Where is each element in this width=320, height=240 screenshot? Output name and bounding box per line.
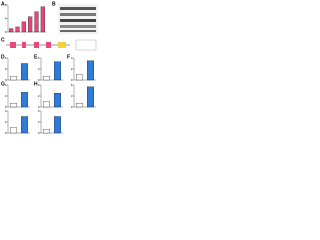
bar bbox=[21, 63, 28, 81]
bar bbox=[76, 74, 83, 81]
panel-label: D bbox=[1, 54, 5, 60]
bar bbox=[28, 16, 33, 33]
bar bbox=[43, 101, 50, 108]
bar bbox=[76, 103, 83, 108]
bar bbox=[10, 103, 17, 108]
y-tick-label: 0 bbox=[5, 30, 7, 34]
y-tick-label: 6 bbox=[5, 56, 7, 60]
bar bbox=[87, 60, 94, 81]
panel-label: C bbox=[1, 37, 5, 43]
exon bbox=[34, 42, 39, 48]
y-tick-label: 0 bbox=[38, 105, 40, 109]
y-tick-label: 4 bbox=[5, 109, 7, 113]
bar bbox=[54, 61, 61, 81]
reporter bbox=[58, 42, 66, 48]
blot-band bbox=[60, 30, 96, 32]
bar bbox=[10, 76, 17, 81]
y-tick-label: 6 bbox=[71, 83, 73, 87]
bar bbox=[34, 11, 39, 33]
bar bbox=[54, 116, 61, 134]
bar bbox=[54, 93, 61, 108]
y-tick-label: 6 bbox=[38, 109, 40, 113]
exon bbox=[46, 42, 51, 48]
bar bbox=[43, 76, 50, 81]
bar bbox=[9, 28, 14, 33]
panel-label: A bbox=[1, 1, 5, 7]
y-tick-label: 6 bbox=[38, 56, 40, 60]
panel-label: F bbox=[67, 54, 70, 60]
blot-band bbox=[60, 25, 96, 28]
y-tick-label: 2 bbox=[38, 94, 40, 98]
y-tick-label: 3 bbox=[5, 67, 7, 71]
y-tick-label: 0 bbox=[5, 105, 7, 109]
bar bbox=[15, 26, 20, 33]
western-blot bbox=[58, 4, 98, 34]
inset-box bbox=[75, 39, 97, 51]
exon bbox=[22, 42, 26, 48]
y-tick-label: 0 bbox=[5, 78, 7, 82]
panel-label: B bbox=[52, 1, 56, 7]
bar bbox=[21, 92, 28, 108]
panel-label: E bbox=[34, 54, 38, 60]
y-tick-label: 6 bbox=[5, 83, 7, 87]
y-tick-label: 3 bbox=[5, 94, 7, 98]
y-tick-label: 4 bbox=[71, 56, 73, 60]
y-tick-label: 0 bbox=[5, 131, 7, 135]
bar bbox=[87, 86, 94, 108]
panel-label: H bbox=[34, 81, 38, 87]
gene-diagram bbox=[6, 39, 97, 51]
blot-band bbox=[60, 19, 96, 22]
y-tick-label: 4 bbox=[5, 16, 7, 20]
y-tick-label: 2 bbox=[5, 120, 7, 124]
y-tick-label: 3 bbox=[38, 67, 40, 71]
y-tick-label: 0 bbox=[71, 78, 73, 82]
panel-label: G bbox=[1, 81, 5, 87]
bar bbox=[21, 21, 26, 33]
y-tick-label: 0 bbox=[71, 105, 73, 109]
y-tick-label: 0 bbox=[38, 131, 40, 135]
bar bbox=[10, 127, 17, 134]
exon bbox=[10, 42, 16, 48]
blot-band bbox=[60, 13, 96, 16]
blot-band bbox=[60, 7, 96, 10]
y-tick-label: 3 bbox=[38, 120, 40, 124]
bar bbox=[40, 6, 45, 33]
bar bbox=[21, 116, 28, 134]
bar bbox=[43, 129, 50, 134]
y-tick-label: 2 bbox=[71, 67, 73, 71]
y-tick-label: 8 bbox=[5, 3, 7, 7]
y-tick-label: 3 bbox=[71, 94, 73, 98]
y-tick-label: 4 bbox=[38, 83, 40, 87]
y-tick-label: 0 bbox=[38, 78, 40, 82]
